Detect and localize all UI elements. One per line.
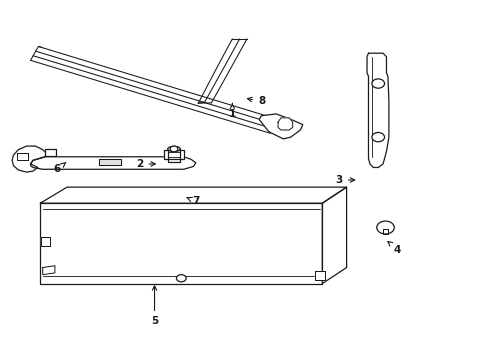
Circle shape (371, 79, 384, 88)
Circle shape (371, 132, 384, 142)
Polygon shape (45, 149, 56, 156)
Text: 5: 5 (151, 286, 158, 326)
Text: 1: 1 (228, 103, 236, 119)
Polygon shape (278, 118, 292, 130)
Polygon shape (168, 149, 180, 162)
Text: 2: 2 (136, 159, 155, 169)
Circle shape (176, 275, 186, 282)
Polygon shape (12, 146, 46, 172)
Polygon shape (164, 150, 183, 159)
Text: 7: 7 (186, 197, 199, 206)
Polygon shape (42, 266, 55, 275)
Polygon shape (40, 203, 322, 284)
Polygon shape (99, 159, 120, 165)
Text: 6: 6 (54, 162, 66, 174)
Polygon shape (259, 114, 302, 139)
Polygon shape (314, 271, 324, 280)
Text: 8: 8 (247, 96, 264, 107)
Polygon shape (41, 237, 50, 246)
Text: 4: 4 (387, 242, 401, 255)
Polygon shape (322, 187, 346, 284)
Text: 3: 3 (335, 175, 354, 185)
Circle shape (376, 221, 393, 234)
Circle shape (170, 146, 178, 152)
Polygon shape (30, 157, 196, 169)
Polygon shape (382, 229, 387, 234)
Polygon shape (366, 53, 388, 167)
Ellipse shape (167, 147, 180, 152)
Polygon shape (40, 187, 346, 203)
